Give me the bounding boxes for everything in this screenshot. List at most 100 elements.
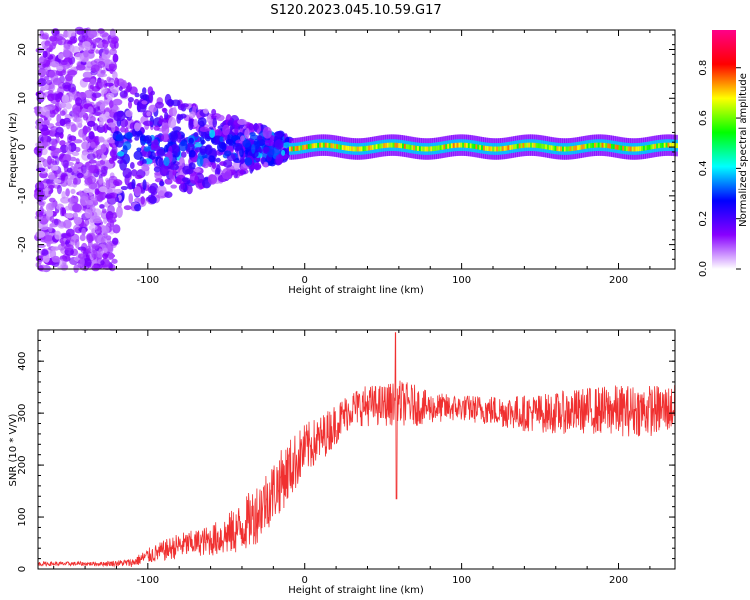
- heatmap-cell: [74, 146, 81, 153]
- heatmap-cell: [550, 145, 554, 151]
- heatmap-cell: [172, 169, 177, 176]
- heatmap-cell: [477, 144, 481, 150]
- heatmap-cell: [81, 141, 90, 150]
- heatmap-cell: [53, 179, 62, 184]
- heatmap-cell: [543, 144, 547, 149]
- heatmap-cell: [509, 145, 513, 150]
- heatmap-cell: [516, 143, 520, 149]
- heatmap-cell: [669, 142, 673, 148]
- heatmap-cell: [201, 158, 210, 169]
- heatmap-cell: [72, 107, 81, 115]
- heatmap-cell: [667, 142, 671, 148]
- heatmap-cell: [535, 143, 539, 148]
- heatmap-cell: [42, 50, 48, 58]
- heatmap-cell: [531, 142, 535, 148]
- heatmap-cell: [78, 35, 86, 43]
- heatmap-cell: [115, 134, 124, 142]
- heatmap-cell: [99, 190, 106, 201]
- snr-xtick-label: 0: [302, 575, 308, 586]
- heatmap-cell: [106, 218, 117, 223]
- heatmap-cell: [196, 155, 204, 167]
- heatmap-cell: [642, 145, 646, 151]
- heatmap-cell: [88, 159, 97, 164]
- heatmap-cell: [91, 243, 100, 250]
- heatmap-cell: [163, 144, 169, 153]
- heatmap-cell: [51, 202, 56, 208]
- heatmap-cell: [103, 123, 108, 134]
- heatmap-cell: [362, 146, 366, 152]
- heatmap-cell: [571, 146, 575, 151]
- heatmap-cell: [275, 154, 284, 166]
- heatmap-cell: [46, 181, 56, 188]
- heatmap-cell: [90, 78, 96, 86]
- heatmap-cell: [486, 146, 490, 151]
- heatmap-cell: [97, 136, 105, 143]
- heatmap-cell: [47, 174, 56, 180]
- heatmap-cell: [193, 118, 198, 128]
- heatmap-cell: [545, 144, 549, 150]
- heatmap-cell: [257, 135, 263, 141]
- heatmap-cell: [371, 144, 375, 150]
- heatmap-cell: [180, 103, 189, 108]
- heatmap-cell: [311, 143, 315, 149]
- heatmap-cell: [319, 142, 323, 148]
- heatmap-cell: [88, 131, 95, 140]
- heatmap-cell: [106, 76, 112, 83]
- heatmap-cell: [567, 146, 571, 152]
- heatmap-cell: [364, 146, 368, 151]
- heatmap-cell: [100, 143, 107, 153]
- heatmap-cell: [445, 144, 449, 150]
- heatmap-cell: [35, 47, 45, 53]
- heatmap-cell: [354, 146, 358, 152]
- heatmap-cell: [150, 90, 155, 96]
- heatmap-cell: [248, 123, 254, 131]
- heatmap-cell: [656, 143, 660, 149]
- heatmap-cell: [530, 142, 534, 148]
- heatmap-cell: [61, 191, 66, 199]
- heatmap-cell: [252, 123, 259, 131]
- heatmap-cell: [101, 225, 110, 234]
- heatmap-cell: [422, 146, 426, 152]
- colorbar-gradient: [712, 30, 736, 269]
- heatmap-cell: [109, 28, 116, 39]
- heatmap-cell: [163, 156, 170, 167]
- heatmap-cell: [652, 144, 656, 150]
- heatmap-cell: [580, 144, 584, 150]
- heatmap-cell: [74, 52, 85, 61]
- heatmap-cell: [70, 188, 76, 195]
- heatmap-cell: [620, 145, 624, 151]
- heatmap-cell: [420, 146, 424, 152]
- heatmap-cell: [426, 146, 430, 152]
- heatmap-cell: [59, 110, 66, 116]
- heatmap-cell: [109, 100, 114, 109]
- heatmap-cell: [456, 142, 460, 148]
- heatmap-cell: [77, 253, 87, 260]
- heatmap-cell: [123, 205, 132, 211]
- heatmap-cell: [309, 143, 313, 149]
- heatmap-cell: [50, 246, 60, 251]
- heatmap-cell: [134, 92, 140, 98]
- snr-frame: [37, 329, 676, 570]
- heatmap-cell: [85, 245, 91, 254]
- heatmap-cell: [148, 104, 158, 113]
- heatmap-cell: [339, 144, 343, 150]
- heatmap-cell: [73, 139, 83, 144]
- heatmap-cell: [162, 107, 168, 114]
- heatmap-cell: [441, 144, 445, 150]
- heatmap-cell: [626, 146, 630, 152]
- heatmap-cell: [449, 143, 453, 149]
- heatmap-cell: [153, 166, 161, 173]
- heatmap-cell: [188, 118, 194, 131]
- heatmap-cell: [149, 182, 159, 195]
- heatmap-cell: [103, 217, 108, 224]
- colorbar: 0.0 0.2 0.4 0.6 0.8 Normalized spectral ampl…: [698, 30, 749, 277]
- heatmap-cell: [96, 124, 106, 134]
- heatmap-cell: [560, 146, 564, 152]
- heatmap-cell: [216, 141, 227, 153]
- heatmap-cell: [79, 195, 89, 206]
- heatmap-cell: [164, 191, 173, 198]
- heatmap-cell: [41, 249, 49, 256]
- heatmap-cell: [496, 146, 500, 152]
- snr-ytick-label: 0: [17, 566, 28, 572]
